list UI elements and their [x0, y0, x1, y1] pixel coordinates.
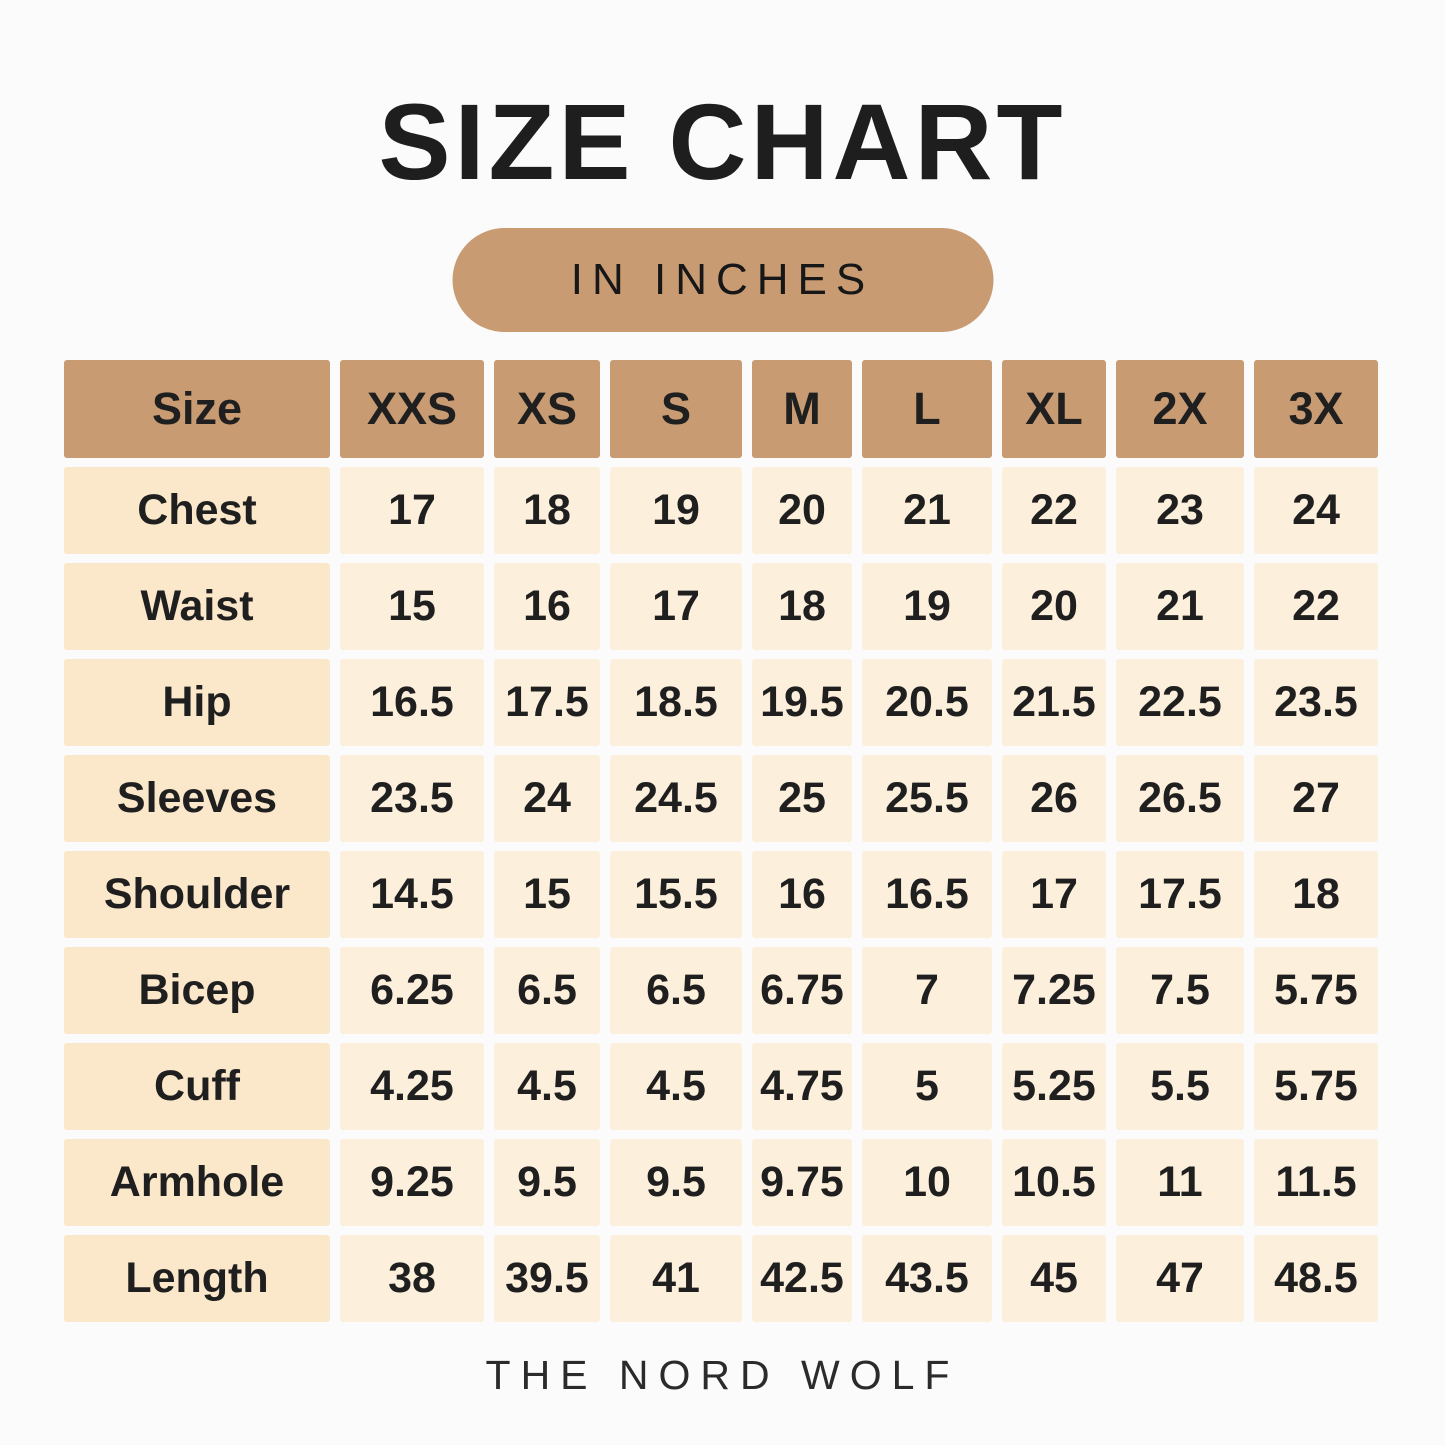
- value-cell-cuff-2x: 5.5: [1116, 1043, 1244, 1130]
- value-cell-length-l: 43.5: [862, 1235, 992, 1322]
- row-label-cell-length: Length: [64, 1235, 330, 1322]
- value-cell-shoulder-l: 16.5: [862, 851, 992, 938]
- value-cell-bicep-l: 7: [862, 947, 992, 1034]
- value-cell-shoulder-m: 16: [752, 851, 852, 938]
- value-cell-sleeves-s: 24.5: [610, 755, 742, 842]
- value-cell-hip-m: 19.5: [752, 659, 852, 746]
- value-cell-waist-l: 19: [862, 563, 992, 650]
- brand-footer: THE NORD WOLF: [485, 1352, 960, 1398]
- value-cell-hip-2x: 22.5: [1116, 659, 1244, 746]
- row-label-cell-shoulder: Shoulder: [64, 851, 330, 938]
- value-cell-chest-xs: 18: [494, 467, 600, 554]
- value-cell-shoulder-xxs: 14.5: [340, 851, 484, 938]
- header-cell-s: S: [610, 360, 742, 458]
- value-cell-waist-xxs: 15: [340, 563, 484, 650]
- value-cell-armhole-3x: 11.5: [1254, 1139, 1378, 1226]
- header-cell-size: Size: [64, 360, 330, 458]
- value-cell-armhole-xxs: 9.25: [340, 1139, 484, 1226]
- header-cell-2x: 2X: [1116, 360, 1244, 458]
- value-cell-waist-xs: 16: [494, 563, 600, 650]
- size-table: Size XXS XS S M L XL 2X 3X Chest 17 18 19 20 21 22 23 24 W…: [64, 360, 1378, 1322]
- value-cell-chest-2x: 23: [1116, 467, 1244, 554]
- row-label-cell-armhole: Armhole: [64, 1139, 330, 1226]
- value-cell-cuff-s: 4.5: [610, 1043, 742, 1130]
- value-cell-armhole-s: 9.5: [610, 1139, 742, 1226]
- value-cell-length-m: 42.5: [752, 1235, 852, 1322]
- value-cell-waist-xl: 20: [1002, 563, 1106, 650]
- value-cell-length-s: 41: [610, 1235, 742, 1322]
- value-cell-length-2x: 47: [1116, 1235, 1244, 1322]
- value-cell-shoulder-xl: 17: [1002, 851, 1106, 938]
- value-cell-cuff-xxs: 4.25: [340, 1043, 484, 1130]
- header-cell-xs: XS: [494, 360, 600, 458]
- value-cell-shoulder-xs: 15: [494, 851, 600, 938]
- value-cell-hip-xl: 21.5: [1002, 659, 1106, 746]
- value-cell-cuff-m: 4.75: [752, 1043, 852, 1130]
- value-cell-waist-m: 18: [752, 563, 852, 650]
- value-cell-sleeves-xl: 26: [1002, 755, 1106, 842]
- value-cell-sleeves-xxs: 23.5: [340, 755, 484, 842]
- value-cell-hip-3x: 23.5: [1254, 659, 1378, 746]
- value-cell-bicep-s: 6.5: [610, 947, 742, 1034]
- value-cell-bicep-xs: 6.5: [494, 947, 600, 1034]
- row-label-cell-waist: Waist: [64, 563, 330, 650]
- page-title: SIZE CHART: [378, 81, 1067, 202]
- value-cell-length-3x: 48.5: [1254, 1235, 1378, 1322]
- value-cell-armhole-xs: 9.5: [494, 1139, 600, 1226]
- value-cell-sleeves-m: 25: [752, 755, 852, 842]
- value-cell-chest-3x: 24: [1254, 467, 1378, 554]
- value-cell-cuff-3x: 5.75: [1254, 1043, 1378, 1130]
- row-label-cell-sleeves: Sleeves: [64, 755, 330, 842]
- value-cell-chest-m: 20: [752, 467, 852, 554]
- value-cell-sleeves-2x: 26.5: [1116, 755, 1244, 842]
- value-cell-chest-s: 19: [610, 467, 742, 554]
- header-cell-l: L: [862, 360, 992, 458]
- value-cell-length-xxs: 38: [340, 1235, 484, 1322]
- value-cell-cuff-l: 5: [862, 1043, 992, 1130]
- value-cell-waist-3x: 22: [1254, 563, 1378, 650]
- row-label-cell-cuff: Cuff: [64, 1043, 330, 1130]
- value-cell-waist-2x: 21: [1116, 563, 1244, 650]
- value-cell-hip-l: 20.5: [862, 659, 992, 746]
- value-cell-chest-xxs: 17: [340, 467, 484, 554]
- header-cell-m: M: [752, 360, 852, 458]
- value-cell-armhole-xl: 10.5: [1002, 1139, 1106, 1226]
- value-cell-sleeves-l: 25.5: [862, 755, 992, 842]
- header-cell-xxs: XXS: [340, 360, 484, 458]
- value-cell-sleeves-xs: 24: [494, 755, 600, 842]
- value-cell-sleeves-3x: 27: [1254, 755, 1378, 842]
- value-cell-armhole-2x: 11: [1116, 1139, 1244, 1226]
- value-cell-cuff-xl: 5.25: [1002, 1043, 1106, 1130]
- header-cell-3x: 3X: [1254, 360, 1378, 458]
- unit-badge: IN INCHES: [452, 228, 993, 332]
- value-cell-bicep-m: 6.75: [752, 947, 852, 1034]
- row-label-cell-bicep: Bicep: [64, 947, 330, 1034]
- value-cell-shoulder-s: 15.5: [610, 851, 742, 938]
- row-label-cell-chest: Chest: [64, 467, 330, 554]
- value-cell-cuff-xs: 4.5: [494, 1043, 600, 1130]
- value-cell-hip-xs: 17.5: [494, 659, 600, 746]
- value-cell-hip-s: 18.5: [610, 659, 742, 746]
- value-cell-length-xl: 45: [1002, 1235, 1106, 1322]
- value-cell-bicep-xxs: 6.25: [340, 947, 484, 1034]
- value-cell-shoulder-2x: 17.5: [1116, 851, 1244, 938]
- header-cell-xl: XL: [1002, 360, 1106, 458]
- value-cell-length-xs: 39.5: [494, 1235, 600, 1322]
- value-cell-shoulder-3x: 18: [1254, 851, 1378, 938]
- unit-badge-label: IN INCHES: [570, 255, 875, 304]
- value-cell-armhole-m: 9.75: [752, 1139, 852, 1226]
- value-cell-armhole-l: 10: [862, 1139, 992, 1226]
- value-cell-chest-l: 21: [862, 467, 992, 554]
- value-cell-bicep-xl: 7.25: [1002, 947, 1106, 1034]
- value-cell-chest-xl: 22: [1002, 467, 1106, 554]
- value-cell-waist-s: 17: [610, 563, 742, 650]
- row-label-cell-hip: Hip: [64, 659, 330, 746]
- value-cell-bicep-3x: 5.75: [1254, 947, 1378, 1034]
- value-cell-hip-xxs: 16.5: [340, 659, 484, 746]
- value-cell-bicep-2x: 7.5: [1116, 947, 1244, 1034]
